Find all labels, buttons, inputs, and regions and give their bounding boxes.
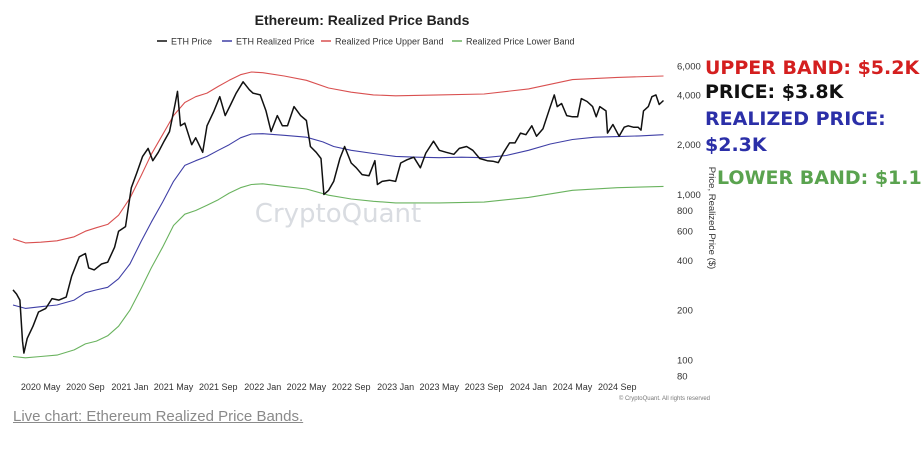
y-tick-label-9: 6,000	[677, 61, 701, 72]
legend-label-1: ETH Realized Price	[236, 37, 315, 47]
legend-label-3: Realized Price Lower Band	[466, 37, 575, 47]
series-line-2	[12, 71, 664, 244]
y-tick-label-2: 200	[677, 306, 693, 317]
series-line-3	[12, 183, 664, 359]
y-tick-label-4: 600	[677, 227, 693, 238]
x-tick-label-10: 2023 Sep	[465, 382, 504, 392]
x-tick-label-7: 2022 Sep	[332, 382, 371, 392]
legend-label-0: ETH Price	[171, 37, 212, 47]
y-tick-label-0: 80	[677, 372, 688, 383]
live-chart-link[interactable]: Live chart: Ethereum Realized Price Band…	[13, 408, 304, 425]
x-tick-label-11: 2024 Jan	[510, 382, 547, 392]
realized-price-value-annotation: $2.3K	[705, 134, 767, 156]
y-tick-label-5: 800	[677, 206, 693, 217]
legend-label-2: Realized Price Upper Band	[335, 37, 444, 47]
x-tick-label-8: 2023 Jan	[377, 382, 414, 392]
y-tick-label-8: 4,000	[677, 90, 701, 101]
x-tick-label-0: 2020 May	[21, 382, 61, 392]
y-axis-title: Price, Realized Price ($)	[706, 167, 717, 269]
y-tick-label-7: 2,000	[677, 140, 701, 151]
x-tick-label-9: 2023 May	[420, 382, 460, 392]
watermark: CryptoQuant	[255, 199, 421, 229]
chart-title: Ethereum: Realized Price Bands	[255, 12, 470, 28]
x-tick-label-4: 2021 Sep	[199, 382, 238, 392]
x-tick-label-6: 2022 May	[287, 382, 327, 392]
x-tick-label-5: 2022 Jan	[244, 382, 281, 392]
x-tick-label-2: 2021 Jan	[111, 382, 148, 392]
x-tick-label-1: 2020 Sep	[66, 382, 105, 392]
upper-band-annotation: UPPER BAND: $5.2K	[705, 57, 920, 79]
series-line-0	[12, 81, 665, 354]
realized-price-annotation: REALIZED PRICE:	[705, 108, 886, 130]
x-tick-label-3: 2021 May	[154, 382, 194, 392]
y-tick-label-3: 400	[677, 256, 693, 267]
y-tick-label-6: 1,000	[677, 190, 701, 201]
lower-band-annotation: LOWER BAND: $1.1K	[717, 167, 921, 189]
price-annotation: PRICE: $3.8K	[705, 81, 844, 103]
x-tick-label-13: 2024 Sep	[598, 382, 637, 392]
copyright-text: © CryptoQuant. All rights reserved	[619, 395, 710, 402]
series-line-1	[12, 133, 664, 309]
x-tick-label-12: 2024 May	[553, 382, 593, 392]
y-tick-label-1: 100	[677, 355, 693, 366]
